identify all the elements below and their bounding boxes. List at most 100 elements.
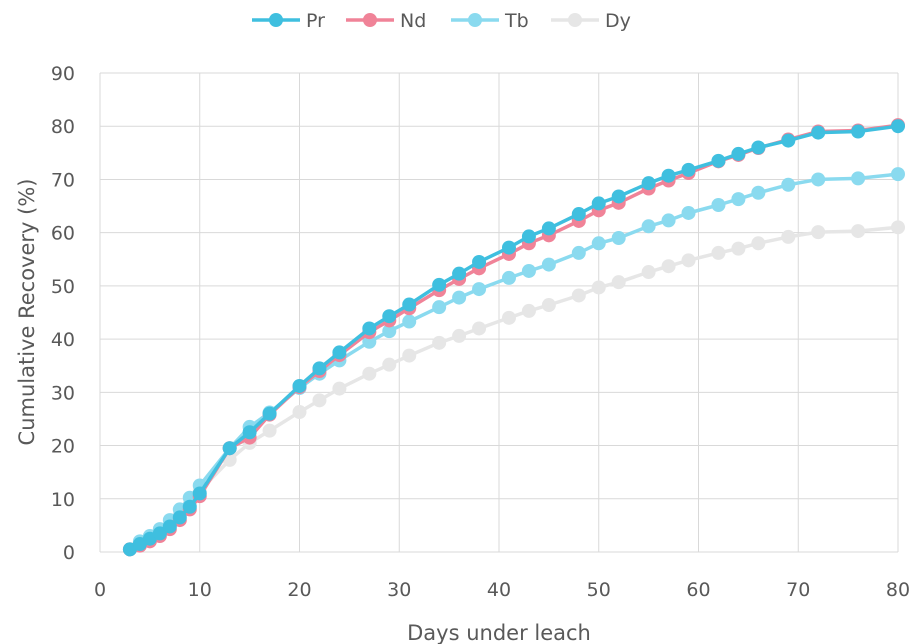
series-line-pr: [129, 124, 899, 551]
data-point-pr: [541, 221, 556, 236]
legend-swatch-marker: [363, 13, 377, 27]
data-point-dy: [472, 321, 487, 336]
data-point-dy: [681, 253, 696, 268]
data-point-dy: [432, 335, 447, 350]
data-point-tb: [891, 167, 905, 182]
data-point-tb: [781, 177, 796, 192]
data-point-dy: [611, 275, 626, 290]
data-point-dy: [541, 298, 556, 313]
legend-item-pr: Pr: [252, 10, 325, 32]
data-point-dy: [661, 259, 676, 274]
data-point-pr: [611, 189, 626, 204]
legend-item-tb: Tb: [451, 10, 529, 32]
data-point-pr: [192, 486, 207, 501]
data-point-pr: [711, 153, 726, 168]
y-tick-label: 10: [51, 489, 75, 511]
data-point-tb: [541, 257, 556, 272]
data-point-pr: [262, 406, 277, 421]
x-tick-label: 80: [886, 579, 910, 601]
x-axis-title: Days under leach: [407, 621, 591, 644]
y-tick-label: 60: [51, 223, 75, 245]
data-point-pr: [162, 519, 177, 534]
data-point-pr: [731, 146, 746, 161]
data-point-pr: [312, 361, 327, 376]
data-point-tb: [452, 290, 467, 305]
legend-swatch-marker: [468, 13, 482, 27]
data-point-tb: [571, 245, 586, 260]
data-point-dy: [781, 229, 796, 244]
series-line-tb: [128, 172, 899, 551]
data-point-pr: [242, 425, 257, 440]
data-point-dy: [362, 366, 377, 381]
data-point-pr: [222, 441, 237, 456]
data-point-tb: [711, 197, 726, 212]
data-point-dy: [402, 348, 417, 363]
y-tick-label: 20: [51, 436, 75, 458]
legend-label: Nd: [400, 10, 426, 32]
series-group: [122, 118, 905, 557]
x-tick-label: 10: [188, 579, 212, 601]
y-axis-ticks: 0 10 20 30 40 50 60 70 80 90: [51, 63, 75, 564]
legend: Pr Nd Tb Dy: [252, 10, 631, 32]
data-point-tb: [521, 263, 536, 278]
data-point-pr: [891, 119, 905, 134]
data-point-dy: [452, 328, 467, 343]
data-point-tb: [501, 270, 516, 285]
data-point-tb: [432, 300, 447, 315]
data-point-pr: [182, 499, 197, 514]
data-point-tb: [681, 205, 696, 220]
data-point-pr: [382, 309, 397, 324]
series-pr: [122, 119, 905, 557]
x-tick-label: 60: [686, 579, 710, 601]
data-point-pr: [292, 378, 307, 393]
data-point-tb: [751, 185, 766, 200]
x-tick-label: 40: [487, 579, 511, 601]
data-point-pr: [472, 254, 487, 269]
gridlines: [99, 72, 899, 553]
data-point-pr: [362, 321, 377, 336]
data-point-pr: [152, 526, 167, 541]
data-point-dy: [591, 280, 606, 295]
data-point-pr: [432, 277, 447, 292]
data-point-tb: [402, 314, 417, 329]
data-point-tb: [472, 282, 487, 297]
data-point-dy: [851, 224, 866, 239]
data-point-tb: [382, 324, 397, 339]
y-tick-label: 90: [51, 63, 75, 85]
data-point-dy: [292, 405, 307, 420]
legend-item-nd: Nd: [346, 10, 426, 32]
data-point-tb: [641, 219, 656, 234]
x-axis-ticks: 0 10 20 30 40 50 60 70 80: [94, 579, 910, 601]
data-point-pr: [332, 345, 347, 360]
data-point-dy: [501, 310, 516, 325]
data-point-pr: [641, 176, 656, 191]
legend-label: Tb: [504, 10, 529, 32]
data-point-pr: [591, 196, 606, 211]
legend-swatch-marker: [269, 13, 283, 27]
legend-item-dy: Dy: [551, 10, 631, 32]
x-tick-label: 0: [94, 579, 106, 601]
data-point-tb: [731, 192, 746, 207]
data-point-dy: [751, 236, 766, 251]
y-tick-label: 50: [51, 276, 75, 298]
data-point-dy: [571, 288, 586, 303]
data-point-dy: [731, 241, 746, 256]
data-point-pr: [751, 140, 766, 155]
legend-label: Pr: [306, 10, 325, 32]
y-tick-label: 30: [51, 382, 75, 404]
data-point-tb: [851, 171, 866, 186]
data-point-pr: [452, 266, 467, 281]
x-tick-label: 70: [786, 579, 810, 601]
data-point-dy: [382, 357, 397, 372]
data-point-tb: [591, 236, 606, 251]
data-point-dy: [521, 303, 536, 318]
data-point-pr: [851, 124, 866, 139]
legend-label: Dy: [605, 10, 631, 32]
legend-swatch-marker: [568, 13, 582, 27]
y-tick-label: 80: [51, 116, 75, 138]
data-point-dy: [641, 265, 656, 280]
data-point-pr: [501, 240, 516, 255]
y-tick-label: 40: [51, 329, 75, 351]
data-point-pr: [811, 125, 826, 140]
